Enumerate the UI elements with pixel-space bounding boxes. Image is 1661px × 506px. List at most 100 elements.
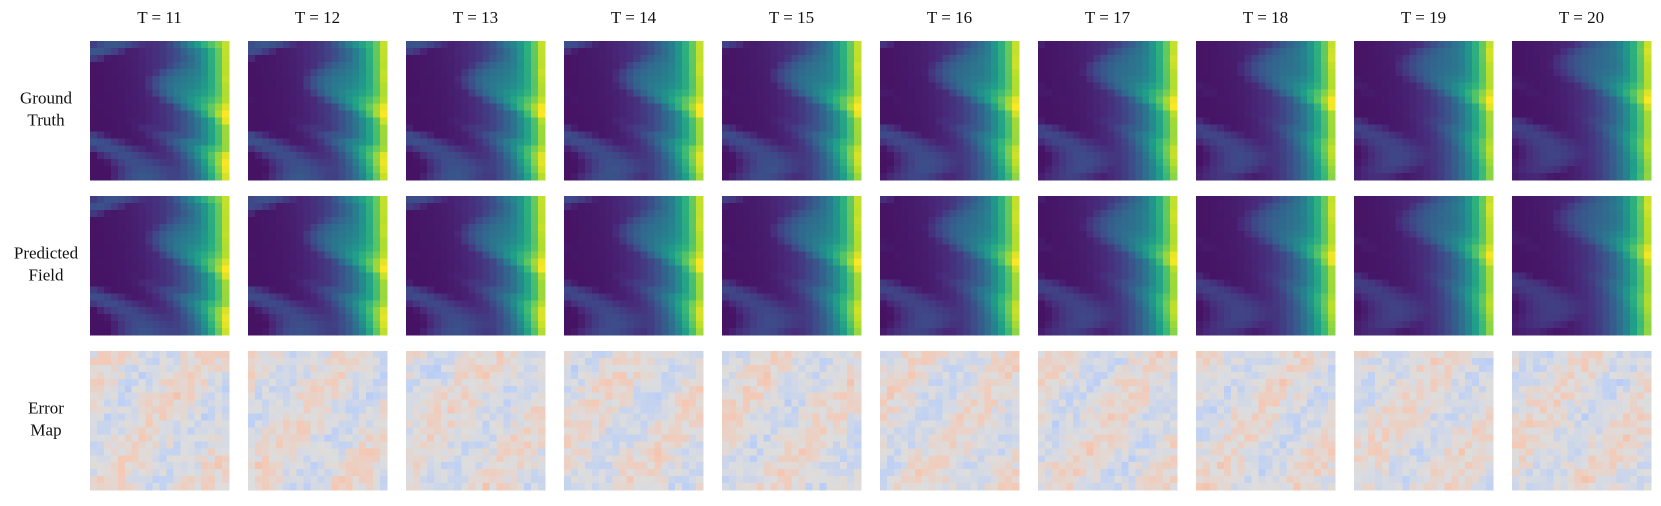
pixel — [475, 265, 483, 273]
pixel — [626, 47, 634, 56]
pixel — [296, 124, 304, 132]
pixel — [359, 469, 367, 477]
pixel — [633, 110, 641, 118]
pixel — [296, 357, 304, 366]
pixel — [661, 159, 669, 167]
pixel — [366, 476, 374, 484]
pixel — [222, 159, 230, 167]
pixel — [489, 286, 497, 294]
pixel — [584, 61, 593, 70]
pixel — [577, 75, 586, 83]
pixel — [222, 61, 230, 70]
error-map-panel — [248, 351, 388, 491]
pixel — [90, 399, 98, 407]
pixel — [275, 103, 284, 111]
pixel — [208, 54, 216, 63]
pixel — [447, 441, 455, 449]
pixel — [194, 251, 202, 259]
pixel — [124, 89, 132, 97]
pixel — [366, 152, 374, 160]
pixel — [419, 441, 428, 449]
pixel — [117, 378, 126, 387]
pixel — [661, 173, 669, 181]
pixel — [254, 138, 263, 146]
pixel — [433, 265, 442, 273]
pixel — [117, 462, 126, 470]
pixel — [468, 462, 476, 470]
pixel — [373, 117, 381, 125]
pixel — [331, 41, 339, 49]
pixel — [324, 216, 332, 225]
pixel — [166, 357, 174, 366]
pixel — [303, 483, 311, 491]
pixel — [254, 265, 263, 273]
pixel — [654, 152, 662, 160]
pixel — [373, 223, 381, 232]
pixel — [524, 75, 532, 83]
pixel — [310, 455, 318, 463]
pixel — [689, 110, 697, 118]
pixel — [564, 286, 572, 294]
pixel — [503, 145, 511, 153]
pixel — [564, 41, 572, 49]
pixel — [689, 145, 697, 153]
pixel — [517, 378, 525, 387]
pixel — [696, 406, 704, 414]
pixel — [654, 230, 662, 238]
pixel — [345, 258, 353, 266]
pixel — [524, 202, 532, 211]
pixel — [426, 328, 435, 336]
pixel — [145, 47, 153, 56]
field-panel — [406, 196, 546, 336]
pixel — [654, 47, 662, 56]
pixel — [310, 286, 318, 294]
pixel — [152, 483, 160, 491]
pixel — [324, 392, 332, 400]
pixel — [159, 131, 167, 139]
pixel — [777, 75, 785, 83]
pixel — [496, 54, 504, 63]
pixel — [268, 420, 277, 428]
pixel — [359, 82, 367, 90]
pixel — [173, 75, 181, 83]
pixel — [145, 427, 153, 435]
pixel — [187, 68, 195, 77]
pixel — [689, 357, 697, 366]
pixel — [510, 258, 518, 266]
pixel — [359, 124, 367, 132]
pixel — [524, 61, 532, 70]
pixel — [475, 378, 483, 387]
pixel — [412, 110, 421, 118]
pixel — [419, 364, 428, 373]
pixel — [598, 286, 606, 294]
pixel — [331, 307, 339, 315]
pixel — [159, 209, 167, 218]
pixel — [668, 476, 676, 484]
pixel — [517, 216, 525, 225]
pixel — [777, 54, 785, 63]
pixel — [728, 47, 737, 56]
pixel — [682, 145, 690, 153]
pixel — [275, 54, 284, 63]
pixel — [433, 159, 442, 167]
pixel — [468, 265, 476, 273]
pixel — [201, 138, 209, 146]
pixel — [612, 54, 620, 63]
pixel — [208, 286, 216, 294]
pixel — [268, 378, 277, 387]
pixel — [510, 279, 518, 287]
pixel — [208, 272, 216, 280]
pixel — [461, 152, 469, 160]
pixel — [675, 152, 683, 160]
pixel — [531, 41, 539, 49]
pixel — [208, 420, 216, 428]
pixel — [338, 68, 346, 77]
pixel — [426, 124, 435, 132]
pixel — [145, 364, 153, 373]
pixel — [468, 103, 476, 111]
pixel — [324, 96, 332, 104]
pixel — [440, 420, 448, 428]
pixel — [619, 364, 627, 373]
pixel — [570, 351, 579, 359]
